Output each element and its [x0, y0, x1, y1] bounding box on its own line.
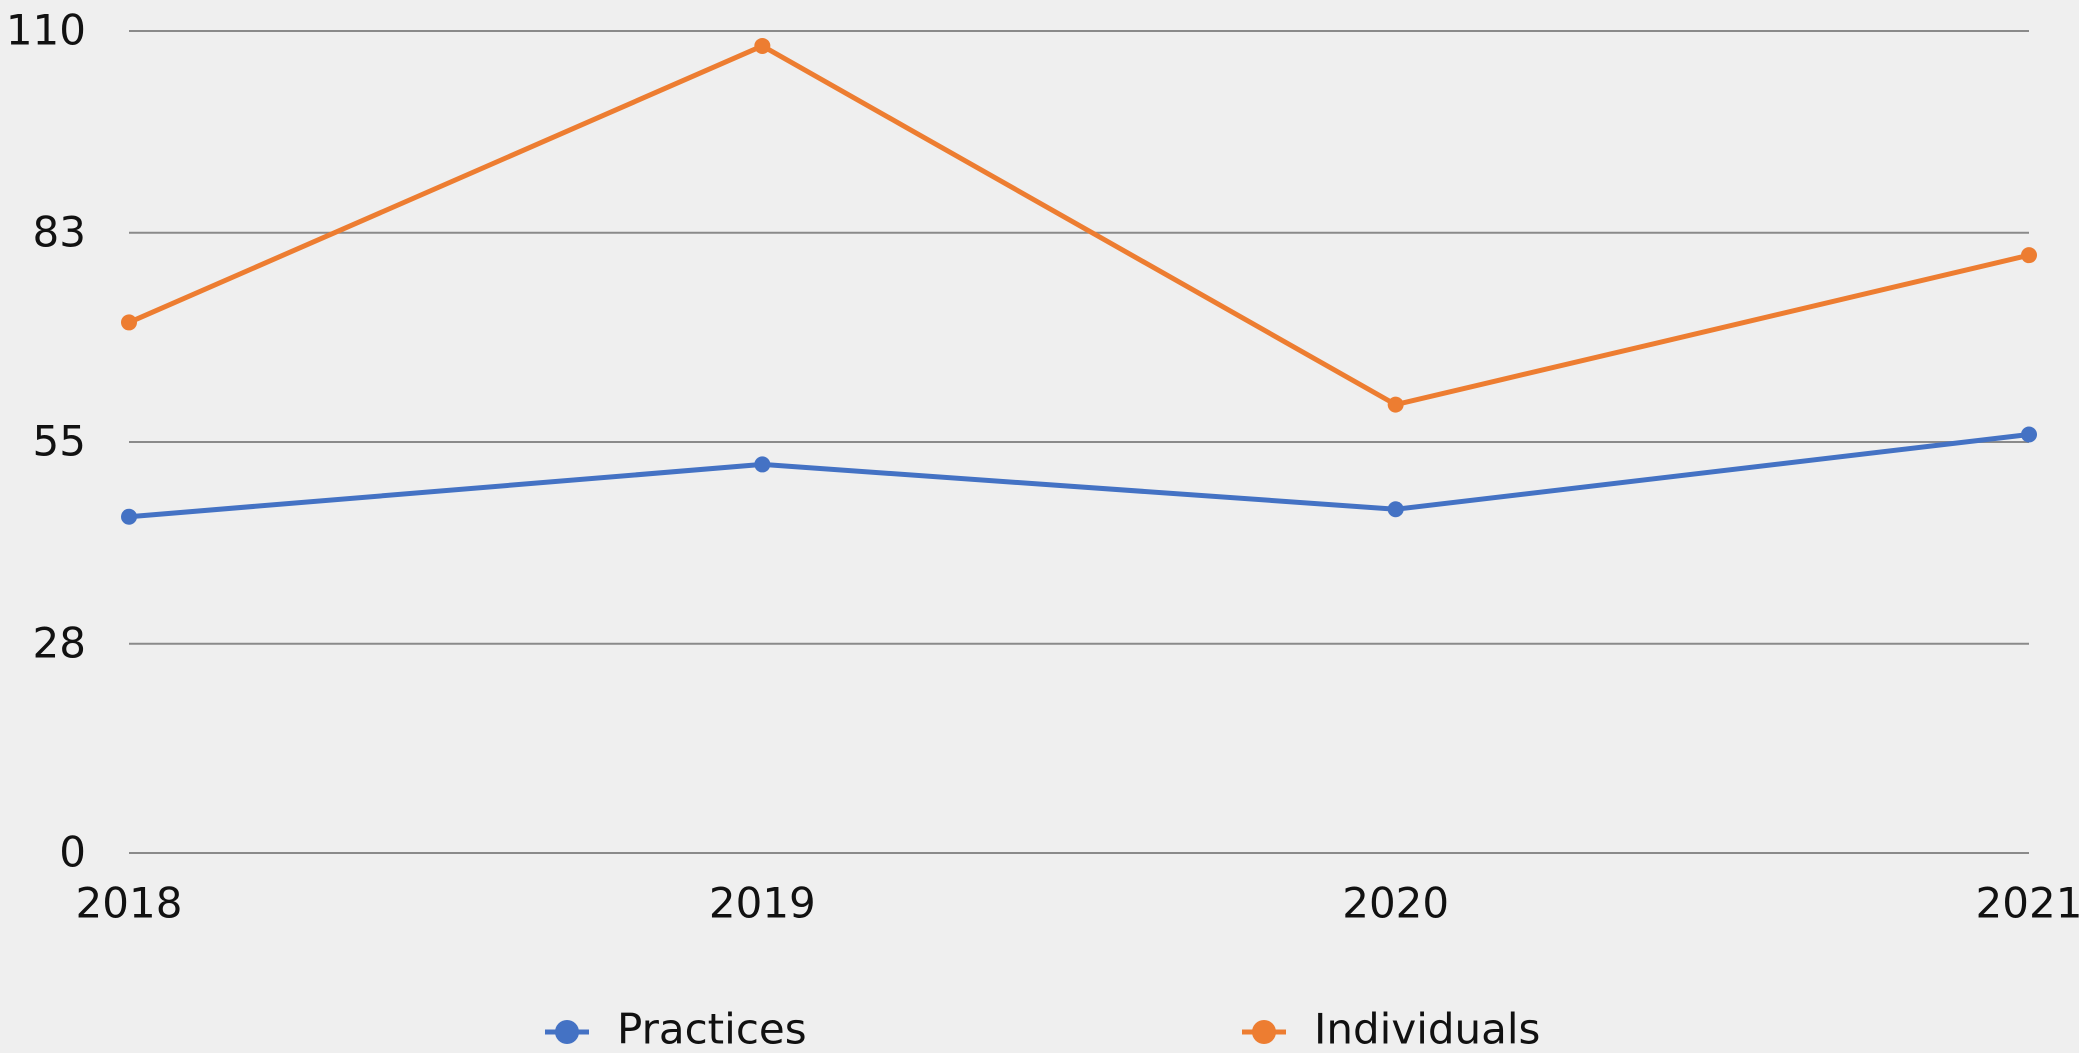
- y-tick-label: 110: [6, 6, 86, 55]
- data-point: [2021, 247, 2037, 264]
- y-tick-label: 55: [33, 417, 86, 466]
- data-point: [121, 314, 137, 331]
- y-tick-label: 0: [59, 828, 86, 877]
- x-tick-label: 2019: [709, 879, 816, 928]
- x-tick-label: 2021: [1976, 879, 2079, 928]
- series-line: [128, 432, 2030, 520]
- x-tick-label: 2020: [1342, 879, 1449, 928]
- y-tick-label: 28: [33, 618, 86, 667]
- legend-marker: [555, 1020, 579, 1044]
- data-point: [754, 456, 771, 473]
- legend-label: Practices: [617, 1005, 807, 1053]
- data-point: [1387, 396, 1404, 413]
- data-point: [121, 508, 137, 525]
- x-tick-label: 2018: [76, 879, 183, 928]
- data-point: [754, 37, 771, 54]
- series-line: [127, 43, 2030, 408]
- legend-marker: [1252, 1020, 1276, 1044]
- data-point: [1387, 501, 1404, 518]
- data-point: [2021, 426, 2037, 443]
- legend-label: Individuals: [1314, 1005, 1540, 1053]
- y-tick-label: 83: [33, 207, 86, 256]
